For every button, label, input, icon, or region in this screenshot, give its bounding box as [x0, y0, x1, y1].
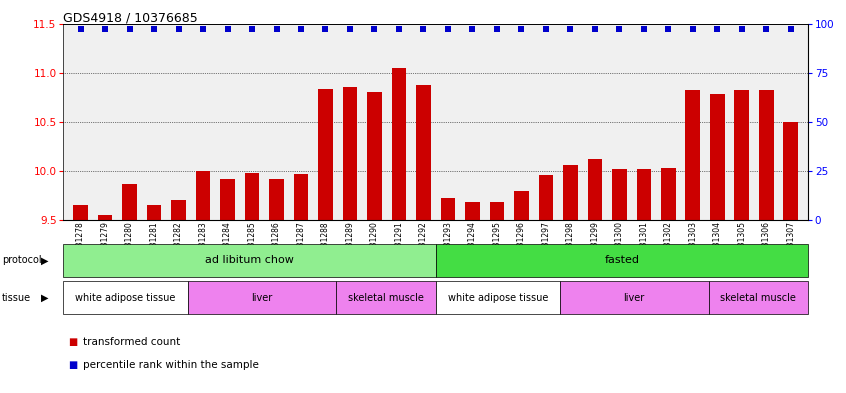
Bar [490, 202, 504, 220]
Bar [343, 88, 357, 220]
Text: protocol: protocol [2, 255, 41, 265]
Bar [783, 122, 798, 220]
Bar [337, 281, 436, 314]
Text: ▶: ▶ [41, 293, 48, 303]
Bar [294, 174, 308, 220]
Bar [367, 92, 382, 220]
Bar [63, 281, 188, 314]
Bar [220, 179, 235, 220]
Bar [318, 90, 332, 220]
Bar [441, 198, 455, 220]
Bar [685, 90, 700, 220]
Bar [636, 169, 651, 220]
Text: liver: liver [251, 293, 272, 303]
Bar [661, 168, 676, 220]
Text: tissue: tissue [2, 293, 30, 303]
Bar [612, 169, 627, 220]
Text: ■: ■ [68, 337, 77, 347]
Bar [416, 86, 431, 220]
Text: ▶: ▶ [41, 255, 48, 265]
Bar [195, 171, 211, 220]
Text: skeletal muscle: skeletal muscle [720, 293, 796, 303]
Bar [539, 175, 553, 220]
Text: skeletal muscle: skeletal muscle [348, 293, 424, 303]
Bar [734, 90, 750, 220]
Bar [436, 244, 808, 277]
Bar [465, 202, 480, 220]
Bar [98, 215, 113, 220]
Bar [392, 68, 406, 220]
Bar [563, 165, 578, 220]
Bar [171, 200, 186, 220]
Text: percentile rank within the sample: percentile rank within the sample [83, 360, 259, 371]
Bar [269, 179, 284, 220]
Bar [63, 244, 436, 277]
Bar [587, 159, 602, 220]
Text: transformed count: transformed count [83, 337, 180, 347]
Text: ■: ■ [68, 360, 77, 371]
Text: liver: liver [624, 293, 645, 303]
Bar [709, 281, 808, 314]
Bar [122, 184, 137, 220]
Text: ad libitum chow: ad libitum chow [205, 255, 294, 265]
Bar [436, 281, 560, 314]
Bar [759, 90, 773, 220]
Text: white adipose tissue: white adipose tissue [448, 293, 548, 303]
Bar [146, 205, 162, 220]
Bar [74, 205, 88, 220]
Bar [560, 281, 709, 314]
Text: fasted: fasted [604, 255, 640, 265]
Text: white adipose tissue: white adipose tissue [75, 293, 176, 303]
Text: GDS4918 / 10376685: GDS4918 / 10376685 [63, 12, 198, 25]
Bar [710, 94, 725, 220]
Bar [514, 191, 529, 220]
Bar [244, 173, 260, 220]
Bar [188, 281, 337, 314]
